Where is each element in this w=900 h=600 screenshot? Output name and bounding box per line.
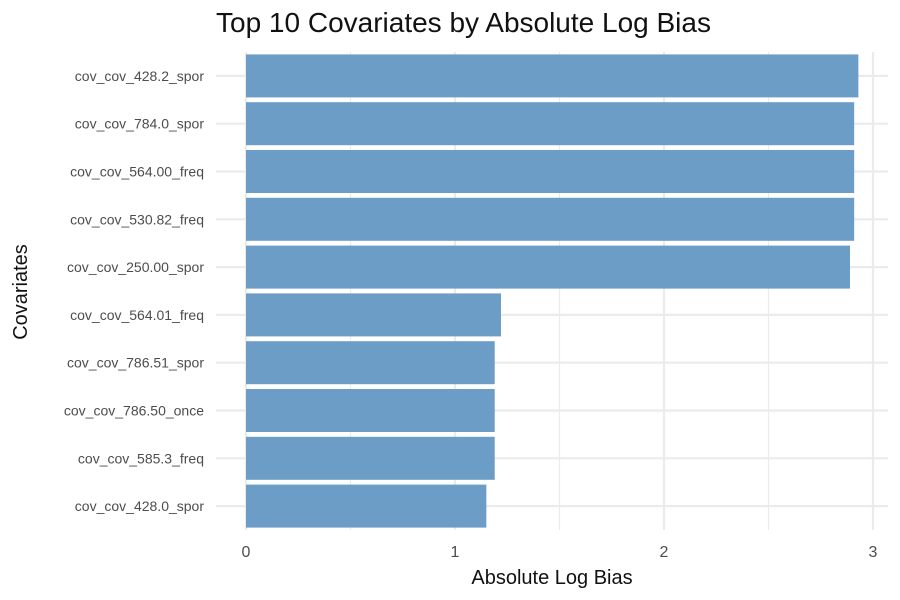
bar-cov_cov_428.2_spor — [246, 54, 859, 98]
bar-cov_cov_784.0_spor — [246, 102, 855, 146]
y-tick-label: cov_cov_428.2_spor — [75, 68, 205, 84]
bar-cov_cov_564.00_freq — [246, 150, 855, 193]
y-tick-label: cov_cov_786.51_spor — [67, 355, 204, 371]
x-tick-label: 2 — [660, 544, 669, 561]
y-tick-label: cov_cov_784.0_spor — [75, 116, 205, 132]
y-axis-tick-labels: cov_cov_428.2_spor cov_cov_784.0_spor cov_… — [64, 68, 204, 514]
y-tick-label: cov_cov_564.00_freq — [70, 164, 204, 180]
bar-cov_cov_530.82_freq — [246, 197, 855, 241]
bar-cov_cov_250.00_spor — [246, 245, 851, 289]
bar-cov_cov_786.51_spor — [246, 341, 495, 385]
bars — [246, 54, 859, 528]
y-tick-label: cov_cov_530.82_freq — [70, 211, 204, 227]
bar-cov_cov_585.3_freq — [246, 436, 495, 480]
chart-title: Top 10 Covariates by Absolute Log Bias — [216, 7, 711, 38]
x-tick-label: 3 — [869, 544, 878, 561]
x-tick-label: 1 — [451, 544, 460, 561]
x-tick-label: 0 — [242, 544, 251, 561]
y-tick-label: cov_cov_786.50_once — [64, 403, 204, 419]
y-tick-label: cov_cov_564.01_freq — [70, 307, 204, 323]
y-tick-label: cov_cov_250.00_spor — [67, 259, 204, 275]
y-tick-label: cov_cov_428.0_spor — [75, 498, 205, 514]
bar-cov_cov_428.0_spor — [246, 484, 487, 528]
bar-cov_cov_786.50_once — [246, 389, 495, 432]
x-axis-tick-labels: 0 1 2 3 — [242, 544, 878, 561]
bar-cov_cov_564.01_freq — [246, 293, 501, 337]
y-tick-label: cov_cov_585.3_freq — [78, 450, 204, 466]
y-axis-title: Covariates — [10, 244, 32, 340]
x-axis-title: Absolute Log Bias — [471, 567, 632, 589]
